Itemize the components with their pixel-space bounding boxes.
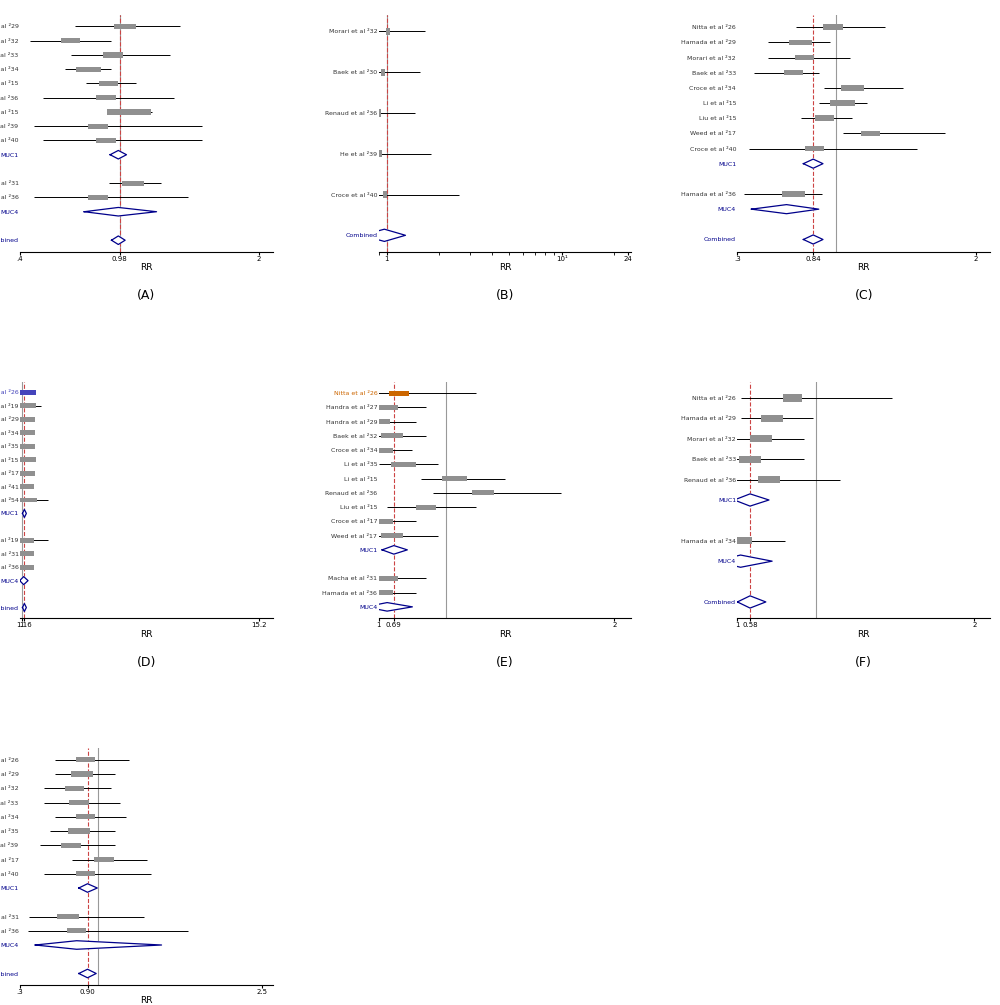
Text: (C): (C) bbox=[854, 289, 873, 303]
Bar bbox=[472, 490, 494, 495]
Bar bbox=[376, 576, 398, 581]
Bar bbox=[383, 191, 387, 198]
Polygon shape bbox=[365, 603, 412, 611]
Polygon shape bbox=[362, 229, 405, 241]
Bar bbox=[76, 66, 101, 71]
Bar bbox=[76, 757, 95, 763]
Bar bbox=[18, 497, 37, 502]
Polygon shape bbox=[715, 555, 772, 567]
Bar bbox=[76, 814, 95, 819]
Bar bbox=[795, 55, 814, 60]
Bar bbox=[103, 52, 123, 57]
Bar bbox=[416, 505, 436, 510]
Bar bbox=[13, 430, 35, 435]
Bar bbox=[805, 146, 824, 151]
Bar bbox=[61, 38, 80, 43]
Text: (B): (B) bbox=[496, 289, 514, 303]
Bar bbox=[376, 405, 398, 410]
Bar bbox=[381, 533, 403, 538]
Bar bbox=[96, 138, 116, 143]
Bar bbox=[14, 538, 34, 543]
Bar bbox=[830, 100, 855, 106]
Bar bbox=[57, 914, 79, 919]
Polygon shape bbox=[79, 883, 97, 892]
Polygon shape bbox=[111, 236, 125, 244]
Text: (D): (D) bbox=[137, 656, 156, 669]
Bar bbox=[386, 28, 390, 35]
Bar bbox=[371, 447, 393, 452]
Bar bbox=[381, 433, 403, 438]
Bar bbox=[442, 476, 467, 481]
X-axis label: RR: RR bbox=[857, 263, 870, 272]
Bar bbox=[67, 929, 86, 934]
Bar bbox=[88, 195, 108, 200]
Bar bbox=[783, 394, 802, 402]
Bar bbox=[13, 470, 35, 475]
Bar bbox=[368, 419, 390, 424]
Bar bbox=[815, 116, 834, 121]
Bar bbox=[391, 462, 416, 467]
Polygon shape bbox=[79, 969, 96, 978]
Bar bbox=[381, 68, 385, 75]
Bar bbox=[13, 417, 35, 422]
Polygon shape bbox=[734, 493, 769, 507]
Bar bbox=[389, 391, 409, 396]
Polygon shape bbox=[23, 603, 26, 611]
X-axis label: RR: RR bbox=[140, 630, 153, 639]
Bar bbox=[761, 415, 783, 422]
Bar bbox=[114, 24, 136, 29]
Bar bbox=[65, 786, 84, 791]
Polygon shape bbox=[84, 207, 157, 216]
Bar bbox=[377, 110, 381, 117]
X-axis label: RR: RR bbox=[140, 996, 153, 1005]
Polygon shape bbox=[803, 159, 823, 168]
Polygon shape bbox=[751, 205, 819, 214]
Bar bbox=[88, 124, 108, 129]
Bar bbox=[11, 552, 34, 556]
Text: (F): (F) bbox=[855, 656, 872, 669]
X-axis label: RR: RR bbox=[499, 263, 511, 272]
Bar bbox=[784, 70, 803, 75]
X-axis label: RR: RR bbox=[499, 630, 511, 639]
Bar bbox=[371, 519, 393, 524]
Polygon shape bbox=[110, 151, 127, 159]
Bar bbox=[12, 565, 34, 570]
Bar bbox=[107, 110, 151, 115]
Bar bbox=[782, 191, 805, 197]
Bar bbox=[789, 39, 812, 45]
Bar bbox=[739, 455, 761, 463]
Bar bbox=[17, 390, 36, 395]
Bar bbox=[12, 484, 34, 489]
Bar bbox=[841, 85, 864, 90]
Bar bbox=[61, 842, 81, 848]
Bar bbox=[861, 131, 880, 136]
Bar bbox=[96, 95, 116, 100]
Polygon shape bbox=[737, 596, 766, 608]
Text: (E): (E) bbox=[496, 656, 514, 669]
Bar bbox=[729, 537, 752, 545]
Bar bbox=[378, 150, 382, 158]
Polygon shape bbox=[803, 235, 823, 244]
Bar bbox=[71, 772, 93, 777]
X-axis label: RR: RR bbox=[857, 630, 870, 639]
Bar bbox=[750, 435, 772, 442]
Polygon shape bbox=[35, 941, 162, 950]
Bar bbox=[69, 800, 89, 805]
Bar bbox=[10, 444, 35, 448]
Polygon shape bbox=[23, 510, 26, 518]
Bar bbox=[99, 81, 118, 86]
Bar bbox=[758, 476, 780, 483]
Bar bbox=[68, 828, 90, 833]
Polygon shape bbox=[382, 546, 407, 554]
Bar bbox=[94, 857, 114, 862]
Bar bbox=[76, 871, 95, 876]
X-axis label: RR: RR bbox=[140, 263, 153, 272]
Bar bbox=[122, 181, 144, 186]
Bar bbox=[371, 590, 393, 595]
Polygon shape bbox=[20, 577, 28, 585]
Bar bbox=[14, 403, 36, 408]
Bar bbox=[11, 457, 36, 462]
Bar bbox=[823, 24, 843, 30]
Text: (A): (A) bbox=[137, 289, 155, 303]
